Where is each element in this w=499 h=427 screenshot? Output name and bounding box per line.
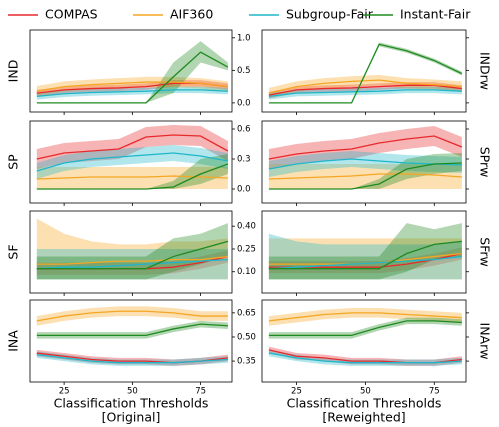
y-axis-label: INDrw bbox=[478, 52, 493, 90]
y-axis-label: SF bbox=[6, 244, 21, 259]
confidence-band bbox=[36, 218, 228, 280]
plot-frame bbox=[261, 210, 467, 294]
series-line bbox=[36, 255, 228, 265]
y-tick-label: 0.40 bbox=[237, 222, 256, 232]
y-tick-label: 0.0 bbox=[237, 185, 251, 195]
series-line bbox=[268, 84, 462, 96]
series-line bbox=[36, 134, 229, 160]
series-line bbox=[36, 51, 229, 104]
y-axis-label: SFrw bbox=[478, 237, 493, 267]
y-axis-label: INA bbox=[6, 330, 21, 352]
series-line bbox=[36, 310, 228, 322]
series-line bbox=[268, 135, 463, 160]
legend-label: AIF360 bbox=[170, 7, 213, 22]
plot-frame bbox=[261, 120, 467, 204]
series-line bbox=[36, 81, 228, 92]
y-tick-label: 0.3 bbox=[237, 155, 251, 165]
confidence-band bbox=[268, 151, 462, 177]
confidence-band bbox=[36, 76, 228, 97]
series-line bbox=[36, 89, 228, 98]
confidence-band bbox=[36, 125, 228, 169]
x-axis-label: Classification Thresholds bbox=[287, 396, 442, 411]
x-tick-label: 75 bbox=[429, 387, 440, 397]
y-tick-label: 0.35 bbox=[237, 357, 256, 367]
y-tick-label: 0.10 bbox=[237, 267, 256, 277]
y-tick-label: 0.5 bbox=[237, 66, 251, 76]
confidence-band bbox=[268, 317, 462, 339]
confidence-band bbox=[36, 154, 228, 189]
y-axis-label: SPrw bbox=[478, 147, 493, 178]
series-line bbox=[268, 312, 462, 322]
series-line bbox=[268, 79, 462, 94]
y-tick-label: 0.6 bbox=[237, 125, 251, 135]
x-tick-label: 75 bbox=[195, 387, 206, 397]
series-line bbox=[268, 320, 462, 337]
x-tick-label: 25 bbox=[59, 387, 70, 397]
confidence-band bbox=[268, 308, 462, 326]
plot-frame bbox=[261, 299, 467, 383]
confidence-band bbox=[36, 248, 228, 280]
series-line bbox=[268, 162, 462, 190]
confidence-band bbox=[36, 80, 228, 97]
series-line bbox=[268, 89, 462, 98]
legend-label: Instant-Fair bbox=[400, 7, 471, 22]
confidence-band bbox=[268, 126, 462, 169]
y-tick-label: 0.25 bbox=[237, 244, 256, 254]
series-line bbox=[268, 240, 462, 270]
series-line bbox=[36, 163, 229, 190]
x-tick-label: 50 bbox=[127, 387, 138, 397]
series-line bbox=[268, 43, 463, 104]
series-line bbox=[36, 323, 228, 337]
plot-frame bbox=[29, 210, 233, 294]
confidence-band bbox=[36, 223, 228, 280]
series-line bbox=[36, 240, 229, 270]
y-axis-label: SP bbox=[6, 154, 21, 170]
confidence-band bbox=[268, 346, 462, 366]
plot-frame bbox=[29, 299, 233, 383]
y-tick-label: 0.65 bbox=[237, 308, 256, 318]
confidence-band bbox=[36, 41, 228, 103]
y-tick-label: 0.50 bbox=[237, 332, 256, 342]
confidence-band bbox=[268, 82, 462, 99]
confidence-band bbox=[36, 306, 228, 326]
x-tick-label: 50 bbox=[360, 387, 371, 397]
y-axis-label: INArw bbox=[478, 323, 493, 360]
legend-label: COMPAS bbox=[45, 7, 98, 22]
series-line bbox=[36, 354, 228, 364]
series-line bbox=[36, 258, 228, 270]
confidence-band bbox=[268, 153, 462, 189]
confidence-band bbox=[268, 74, 462, 99]
x-tick-label: 25 bbox=[291, 387, 302, 397]
plot-frame bbox=[29, 29, 233, 113]
plot-frame bbox=[29, 120, 233, 204]
series-line bbox=[268, 255, 462, 270]
confidence-band bbox=[268, 223, 462, 280]
confidence-band bbox=[268, 349, 462, 366]
x-axis-label: Classification Thresholds bbox=[54, 396, 209, 411]
series-line bbox=[268, 158, 462, 170]
x-axis-label: [Original] bbox=[102, 410, 161, 425]
y-tick-label: 0.0 bbox=[237, 98, 251, 108]
confidence-band bbox=[268, 164, 462, 189]
y-tick-label: 1.0 bbox=[237, 33, 251, 43]
plot-frame bbox=[261, 29, 467, 113]
x-axis-label: [Reweighted] bbox=[322, 410, 405, 425]
legend-label: Subgroup-Fair bbox=[286, 7, 374, 22]
series-line bbox=[36, 152, 229, 172]
confidence-band bbox=[268, 233, 462, 280]
y-axis-label: IND bbox=[6, 60, 21, 83]
confidence-band bbox=[36, 320, 228, 339]
series-line bbox=[268, 352, 462, 364]
series-line bbox=[268, 173, 462, 180]
